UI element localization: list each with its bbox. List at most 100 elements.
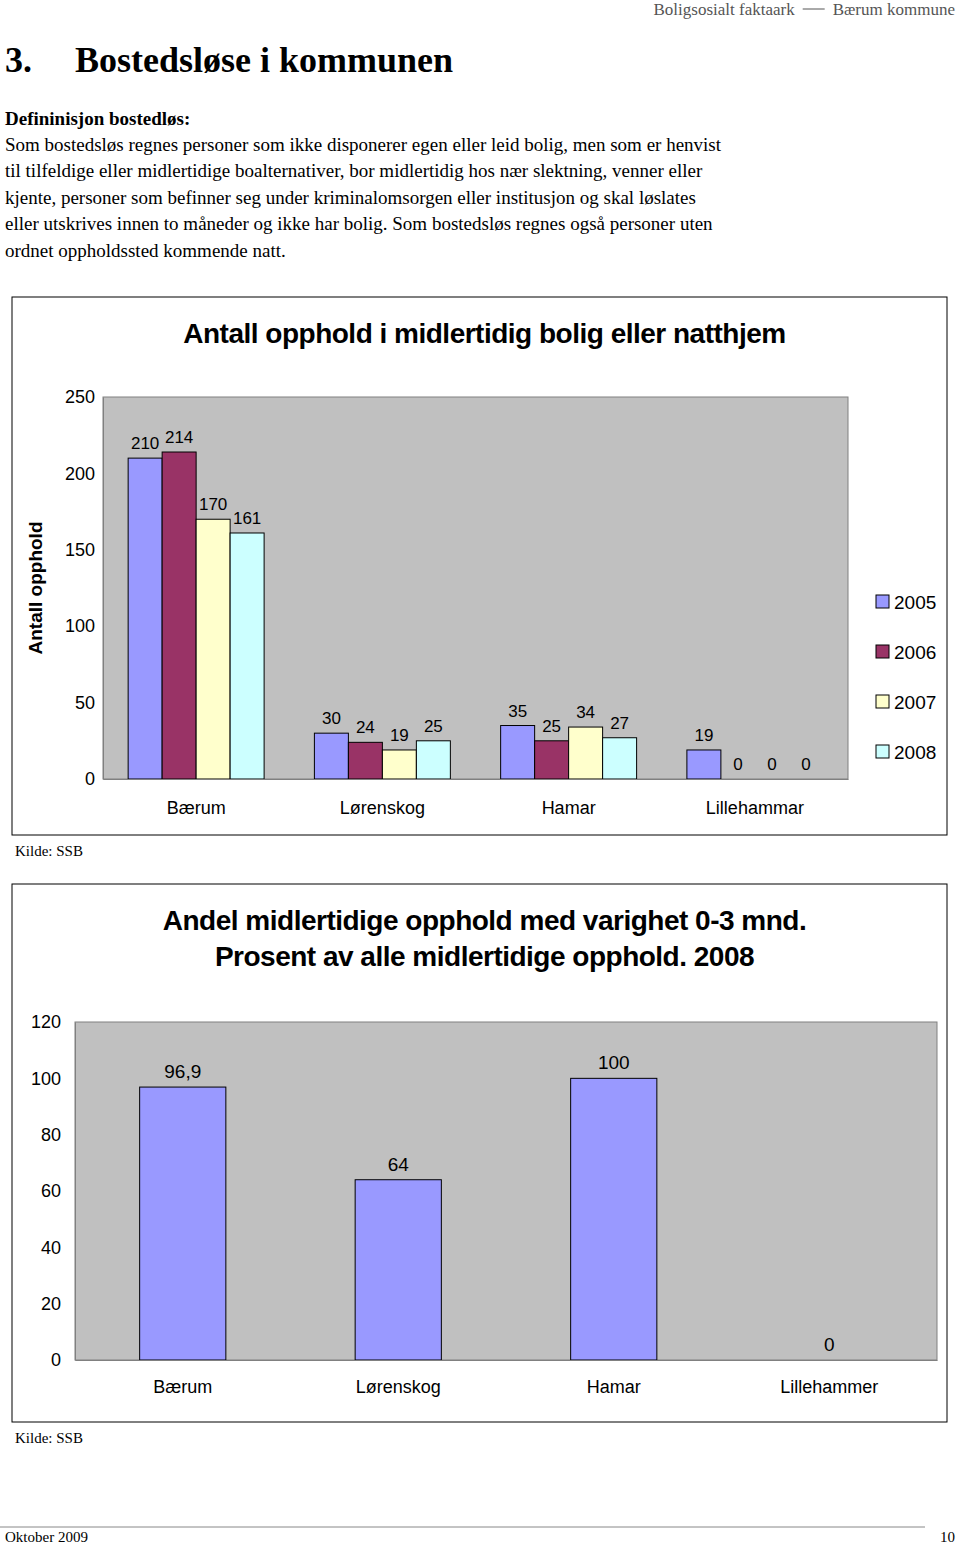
definition-line: ordnet oppholdssted kommende natt. [5,240,286,261]
definition-line: til tilfeldige eller midlertidige boalte… [5,160,703,181]
definition-heading: Defininisjon bostedløs: [5,108,190,129]
y-tick-label: 100 [31,1069,61,1089]
data-label: 170 [199,495,227,514]
section-number: 3. [5,40,32,80]
y-tick: 120 [31,1012,75,1032]
chart-frame [12,297,947,835]
x-tick: Bærum [167,779,226,818]
bar [687,750,721,779]
x-tick-label: Lørenskog [340,798,425,818]
y-tick: 100 [65,616,103,636]
y-tick: 50 [75,693,103,713]
bar [348,742,382,779]
legend-label: 2005 [894,592,936,613]
data-label: 19 [694,726,713,745]
data-label: 25 [424,717,443,736]
y-tick-label: 150 [65,540,95,560]
footer-rule [0,1527,925,1528]
chart: 050100150200250BærumLørenskogHamarLilleh… [12,297,947,859]
y-tick-label: 100 [65,616,95,636]
header-right: Bærum kommune [833,0,955,19]
source: Kilde: SSB [15,1430,83,1446]
x-tick-label: Lillehammer [780,1377,878,1397]
y-tick: 0 [85,769,103,789]
data-label: 100 [598,1052,630,1073]
definition-line: Som bostedsløs regnes personer som ikke … [5,134,722,155]
x-axis: Bærum Lørenskog Hamar Lillehammer [76,1360,938,1397]
legend-swatch [876,645,889,658]
legend-label: 2008 [894,742,936,763]
y-tick-label: 120 [31,1012,61,1032]
data-label: 0 [767,755,776,774]
y-tick: 0 [51,1350,75,1370]
data-label: 25 [542,717,561,736]
bar [535,741,569,779]
y-tick: 20 [41,1294,75,1314]
data-labels: 96,9641000 [164,1052,834,1355]
y-tick: 80 [41,1125,75,1145]
x-tick-label: Lillehammar [706,798,804,818]
axis-line [104,779,849,780]
x-tick-label: Hamar [587,1377,641,1397]
header-left: Boligsosialt faktaark [654,0,796,19]
bars [128,452,721,779]
x-tick-label: Lørenskog [356,1377,441,1397]
x-tick: Bærum [153,1360,212,1397]
y-tick: 40 [41,1238,75,1258]
bar [721,779,755,780]
x-tick: Lillehammar [706,779,804,818]
legend-swatch [876,595,889,608]
bar [501,726,535,779]
data-label: 0 [733,755,742,774]
footer-page: 10 [940,1529,955,1544]
bar [789,779,823,780]
x-tick-label: Hamar [542,798,596,818]
footer-date: Oktober 2009 [5,1529,88,1544]
header-dash [803,9,825,10]
plot-area [103,397,848,779]
data-label: 210 [131,434,159,453]
axis-line [75,1023,76,1361]
x-tick: Lillehammer [780,1360,878,1397]
data-label: 19 [390,726,409,745]
chart-title: Andel midlertidige opphold med varighet … [163,905,806,936]
data-label: 0 [801,755,810,774]
plot-area [75,1022,937,1360]
source: Kilde: SSB [15,843,83,859]
page-header: Bærum kommune Boligsosialt faktaark [654,0,955,19]
bar [196,519,230,779]
axis-line [76,1360,938,1361]
x-tick-label: Bærum [153,1377,212,1397]
chart: 0 20 40 60 80 100 120 Bærum Lørenskog Hamar Lilleh… [12,884,947,1446]
y-tick-label: 250 [65,387,95,407]
y-tick: 250 [65,387,103,407]
y-tick-label: 60 [41,1181,61,1201]
y-tick-label: 40 [41,1238,61,1258]
legend-swatch [876,745,889,758]
data-label: 27 [610,714,629,733]
data-label: 30 [322,709,341,728]
bars [140,1078,657,1360]
bar [314,733,348,779]
y-tick-label: 0 [51,1350,61,1370]
y-axis: 0 20 40 60 80 100 120 [31,1012,76,1370]
legend-label: 2007 [894,692,936,713]
data-label: 34 [576,703,595,722]
x-tick: Hamar [587,1360,641,1397]
bar [569,727,603,779]
bar [603,738,637,779]
data-label: 96,9 [164,1061,201,1082]
x-tick-label: Bærum [167,798,226,818]
y-tick: 100 [31,1069,75,1089]
chart-frame [12,884,947,1422]
data-label: 214 [165,428,193,447]
y-axis-title: Antall opphold [25,522,46,655]
bar [755,779,789,780]
data-labels: 210303519214242501701934016125270 [131,428,811,774]
bar [128,458,162,779]
legend-swatch [876,695,889,708]
data-label: 64 [388,1154,410,1175]
page: Bærum kommuneBoligsosialt faktaark3.Bost… [0,0,960,1544]
bar [571,1078,657,1360]
axis-line [103,398,104,780]
